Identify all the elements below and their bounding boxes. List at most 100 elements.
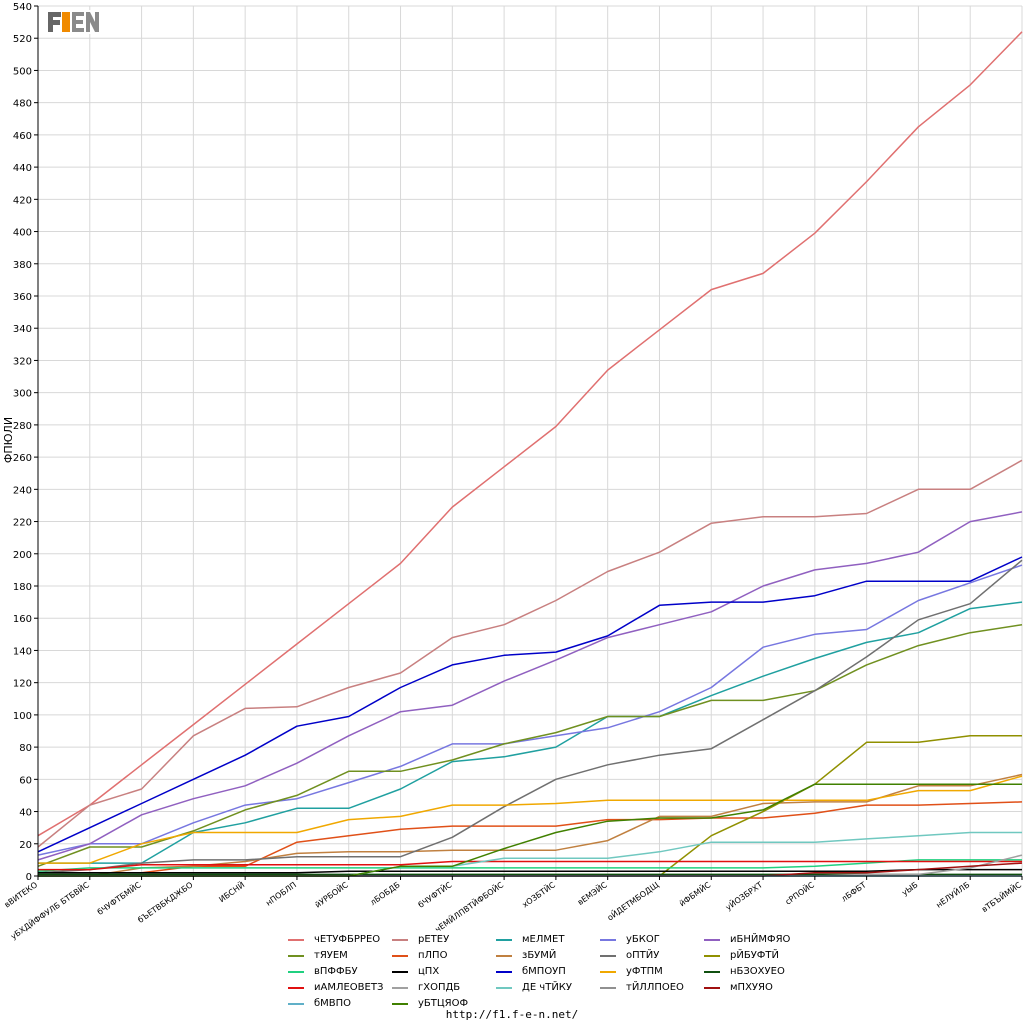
series-line-5 bbox=[37, 623, 1023, 868]
legend-label: иБНЙМФЯО bbox=[730, 934, 791, 945]
legend-swatch bbox=[288, 986, 304, 989]
footer-url[interactable]: http://f1.f-e-n.net/ bbox=[445, 1008, 579, 1021]
x-tick-label: бЧУФТБМЙС bbox=[95, 878, 143, 917]
y-tick-label: 100 bbox=[13, 711, 32, 722]
legend-item: цПХ bbox=[392, 965, 496, 978]
legend-label: вПФФБУ bbox=[314, 966, 358, 977]
y-tick-labels: 0 20 40 60 80 100 120 140 160 180 200 220 240 260 280 3… bbox=[13, 2, 32, 883]
legend-swatch bbox=[600, 938, 616, 941]
y-tick-label: 540 bbox=[13, 2, 32, 13]
legend-label: мПХУЯО bbox=[730, 982, 773, 993]
legend-swatch bbox=[600, 986, 616, 989]
y-tick-label: 60 bbox=[19, 775, 32, 786]
legend-swatch bbox=[496, 938, 512, 941]
x-tick-label: лБФБТ bbox=[840, 880, 868, 903]
y-tick-label: 480 bbox=[13, 99, 32, 110]
legend-label: бМПОУП bbox=[522, 966, 566, 977]
legend-item: тЙЛЛПОЕО bbox=[600, 981, 704, 994]
legend-item: рЕТЕУ bbox=[392, 933, 496, 946]
y-tick-label: 380 bbox=[13, 260, 32, 271]
series-line-6 bbox=[38, 801, 1023, 874]
x-tick-label: уЙОЗБРХТ bbox=[723, 879, 764, 913]
y-tick-label: 420 bbox=[13, 195, 32, 206]
series-line-7 bbox=[38, 773, 1023, 877]
y-tick-label: 440 bbox=[13, 163, 32, 174]
y-tick-label: 360 bbox=[13, 292, 32, 303]
legend-label: тЙЛЛПОЕО bbox=[626, 982, 684, 993]
x-tick-label: вТБЪЙМЙС bbox=[979, 878, 1023, 914]
legend-swatch bbox=[704, 954, 720, 957]
legend-item: мЕЛМЕТ bbox=[496, 933, 600, 946]
legend-item: ДЕ чТЙКУ bbox=[496, 981, 600, 994]
y-tick-label: 80 bbox=[19, 743, 32, 754]
legend-item: вПФФБУ bbox=[288, 965, 392, 978]
y-tick-label: 340 bbox=[13, 324, 32, 335]
legend-swatch bbox=[288, 938, 304, 941]
x-tick-label: уБХДЙФФУЛБ БТБВЙС bbox=[8, 878, 91, 941]
series-line-0 bbox=[37, 31, 1023, 837]
y-tick-label: 20 bbox=[19, 840, 32, 851]
y-tick-label: 160 bbox=[13, 614, 32, 625]
legend-swatch bbox=[392, 938, 408, 941]
x-tick-label: хОЗБТЙС bbox=[520, 878, 558, 909]
x-tick-label: нПОБЛП bbox=[264, 880, 298, 907]
legend-label: гХОПДБ bbox=[418, 982, 461, 993]
y-tick-label: 140 bbox=[13, 646, 32, 657]
legend-label: уБТЦЯОФ bbox=[418, 998, 469, 1009]
legend-swatch bbox=[392, 1002, 408, 1005]
legend-item: уБКОГ bbox=[600, 933, 704, 946]
legend-item: уБТЦЯОФ bbox=[392, 997, 496, 1010]
legend-swatch bbox=[704, 970, 720, 973]
chart-series bbox=[37, 31, 1023, 877]
x-tick-label: йФБМЙС bbox=[677, 878, 713, 908]
x-tick-label: лБОБДБ bbox=[369, 880, 402, 907]
y-tick-label: 460 bbox=[13, 131, 32, 142]
x-tick-label: вЕМЭЙС bbox=[575, 878, 609, 907]
legend-swatch bbox=[496, 954, 512, 957]
legend-swatch bbox=[288, 954, 304, 957]
y-tick-label: 520 bbox=[13, 34, 32, 45]
legend-swatch bbox=[496, 986, 512, 989]
legend-item: пЛПО bbox=[392, 949, 496, 962]
legend-label: чЕТУФБРРЕО bbox=[314, 934, 381, 945]
series-line-2 bbox=[38, 601, 1023, 864]
f1en-logo bbox=[46, 9, 100, 35]
legend-label: рЙБУФТЙ bbox=[730, 950, 779, 961]
legend-item: оПТЙУ bbox=[600, 949, 704, 962]
y-tick-label: 400 bbox=[13, 228, 32, 239]
legend-label: иАМЛЕОВЕТЗ bbox=[314, 982, 384, 993]
x-tick-label: вВИТЕКО bbox=[3, 880, 39, 909]
x-tick-label: йУРБОЙС bbox=[312, 878, 350, 909]
y-tick-label: 40 bbox=[19, 808, 32, 819]
legend-label: рЕТЕУ bbox=[418, 934, 450, 945]
y-tick-label: 180 bbox=[13, 582, 32, 593]
legend-item: иАМЛЕОВЕТЗ bbox=[288, 981, 392, 994]
y-tick-label: 220 bbox=[13, 518, 32, 529]
series-line-11 bbox=[38, 868, 1022, 874]
y-tick-label: 500 bbox=[13, 66, 32, 77]
y-tick-label: 280 bbox=[13, 421, 32, 432]
legend-label: тЯУЕМ bbox=[314, 950, 348, 961]
legend-item: чЕТУФБРРЕО bbox=[288, 933, 392, 946]
x-tick-label: оЙДЕТМБОДЩ bbox=[605, 878, 661, 922]
legend-label: цПХ bbox=[418, 966, 440, 977]
y-tick-label: 300 bbox=[13, 389, 32, 400]
x-tick-label: уЫБ bbox=[900, 880, 919, 897]
legend-swatch bbox=[288, 1002, 304, 1005]
legend-swatch bbox=[600, 970, 616, 973]
x-tick-label: нЕЛУЙЛБ bbox=[933, 879, 971, 910]
legend-item: нБЗОХУЕО bbox=[704, 965, 808, 978]
legend-item: уФТПМ bbox=[600, 965, 704, 978]
y-tick-label: 240 bbox=[13, 485, 32, 496]
x-tick-label: ИБСНЙ bbox=[216, 879, 246, 905]
legend-swatch bbox=[704, 938, 720, 941]
legend-item: зБУМЙ bbox=[496, 949, 600, 962]
legend-label: нБЗОХУЕО bbox=[730, 966, 785, 977]
legend-item: бМПОУП bbox=[496, 965, 600, 978]
legend-item: рЙБУФТЙ bbox=[704, 949, 808, 962]
x-tick-label: бЧУФТЙС bbox=[416, 878, 454, 909]
y-tick-label: 120 bbox=[13, 679, 32, 690]
series-line-3 bbox=[37, 564, 1023, 856]
series-line-10 bbox=[37, 859, 1022, 872]
